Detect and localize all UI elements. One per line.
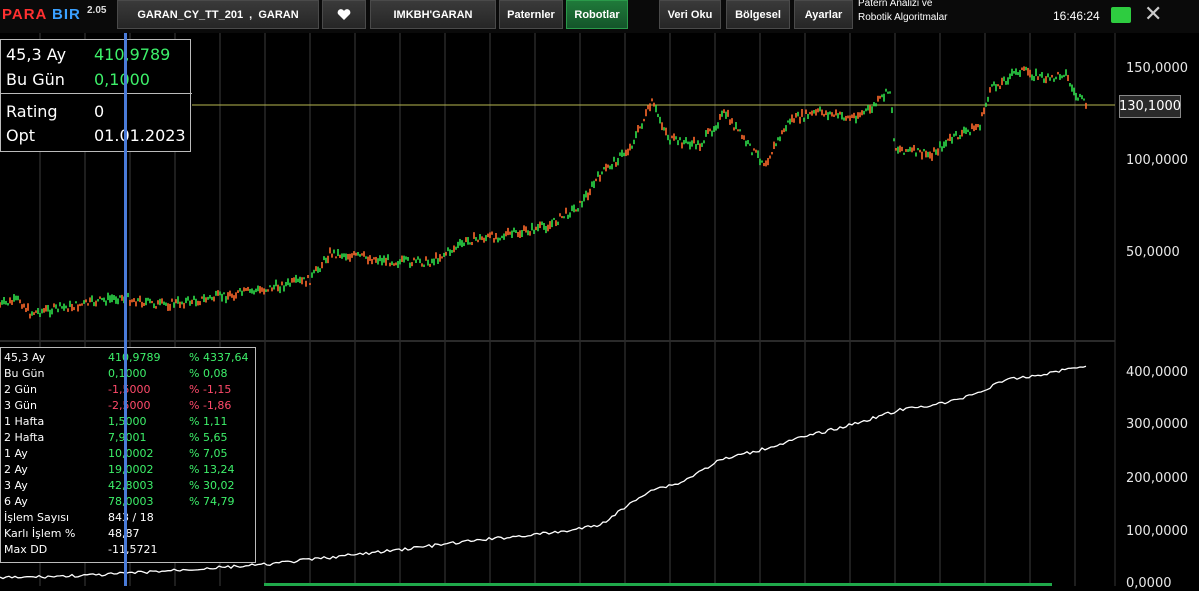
data-source-button[interactable]: IMKBH'GARAN xyxy=(370,0,496,29)
stats-value: 410,9789 xyxy=(108,351,161,364)
opt-label: Opt xyxy=(6,126,36,145)
stats-row: İşlem Sayısı 843 / 18 xyxy=(1,511,257,527)
stats-value: 843 / 18 xyxy=(108,511,154,524)
stats-label: Bu Gün xyxy=(4,367,45,380)
stats-value: 78,0003 xyxy=(108,495,154,508)
instrument-selector-button[interactable]: GARAN_CY_TT_201 , GARAN xyxy=(117,0,319,29)
stats-row: 2 Ay 19,0002 % 13,24 xyxy=(1,463,257,479)
stats-value: -2,5000 xyxy=(108,399,151,412)
top-toolbar: PARA BIR 2.05 GARAN_CY_TT_201 , GARAN IM… xyxy=(0,0,1199,33)
stats-row: 3 Gün -2,5000 % -1,86 xyxy=(1,399,257,415)
stats-row: 6 Ay 78,0003 % 74,79 xyxy=(1,495,257,511)
timeline-progress-bar xyxy=(264,583,1052,586)
price-axis-label: 100,0000 xyxy=(1126,153,1189,168)
stats-row: 3 Ay 42,8003 % 30,02 xyxy=(1,479,257,495)
stats-label: 1 Hafta xyxy=(4,415,45,428)
favorite-button[interactable] xyxy=(322,0,366,29)
summary-divider xyxy=(1,93,192,94)
app-version: 2.05 xyxy=(87,5,107,16)
stats-percent: % 13,24 xyxy=(189,463,235,476)
current-price-tag: 130,1000 xyxy=(1119,95,1181,118)
stats-percent: % 1,11 xyxy=(189,415,228,428)
stats-label: 1 Ay xyxy=(4,447,28,460)
stats-label: 45,3 Ay xyxy=(4,351,46,364)
patterns-button[interactable]: Paternler xyxy=(499,0,563,29)
price-axis-label: 150,0000 xyxy=(1126,61,1189,76)
price-axis-label: 50,0000 xyxy=(1126,245,1180,260)
stats-row: 2 Gün -1,5000 % -1,15 xyxy=(1,383,257,399)
opt-date-value: 01.01.2023 xyxy=(94,126,186,145)
app-tagline: Patern Analizi ve Robotik Algoritmalar xyxy=(858,0,948,23)
equity-axis-label: 300,0000 xyxy=(1126,417,1189,432)
stats-row: 1 Hafta 1,5000 % 1,11 xyxy=(1,415,257,431)
app-logo: PARA BIR xyxy=(2,6,81,23)
stats-value: -11,5721 xyxy=(108,543,158,556)
stats-label: 2 Ay xyxy=(4,463,28,476)
close-icon[interactable]: ✕ xyxy=(1144,1,1163,26)
stats-value: 0,1000 xyxy=(108,367,147,380)
stats-label: Karlı İşlem % xyxy=(4,527,76,540)
stats-label: 2 Hafta xyxy=(4,431,45,444)
rating-label: Rating xyxy=(6,102,58,121)
stats-row: 45,3 Ay 410,9789 % 4337,64 xyxy=(1,351,257,367)
regional-button[interactable]: Bölgesel xyxy=(726,0,790,29)
stats-value: 1,5000 xyxy=(108,415,147,428)
stats-percent: % -1,15 xyxy=(189,383,232,396)
equity-axis-label: 200,0000 xyxy=(1126,471,1189,486)
stats-row: Bu Gün 0,1000 % 0,08 xyxy=(1,367,257,383)
stats-percent: % 5,65 xyxy=(189,431,228,444)
performance-stats-panel: 45,3 Ay 410,9789 % 4337,64 Bu Gün 0,1000 % 0,… xyxy=(0,347,256,563)
stats-label: 3 Gün xyxy=(4,399,37,412)
stats-percent: % 0,08 xyxy=(189,367,228,380)
stats-label: İşlem Sayısı xyxy=(4,511,70,524)
stats-value: 42,8003 xyxy=(108,479,154,492)
price-candles xyxy=(0,66,1087,319)
stats-value: 7,9001 xyxy=(108,431,147,444)
rating-value: 0 xyxy=(94,102,105,121)
stats-percent: % 7,05 xyxy=(189,447,228,460)
stats-value: -1,5000 xyxy=(108,383,151,396)
settings-button[interactable]: Ayarlar xyxy=(794,0,853,29)
stats-label: 6 Ay xyxy=(4,495,28,508)
summary-period-label: 45,3 Ay xyxy=(6,45,67,64)
time-cursor-line[interactable] xyxy=(124,33,127,586)
summary-period-value: 410,9789 xyxy=(94,45,171,64)
robots-button[interactable]: Robotlar xyxy=(566,0,628,29)
stats-row: Max DD -11,5721 xyxy=(1,543,257,559)
stats-percent: % 4337,64 xyxy=(189,351,249,364)
heart-icon xyxy=(337,8,351,20)
stats-value: 19,0002 xyxy=(108,463,154,476)
equity-axis-label: 100,0000 xyxy=(1126,524,1189,539)
read-data-button[interactable]: Veri Oku xyxy=(659,0,721,29)
stats-row: 1 Ay 10,0002 % 7,05 xyxy=(1,447,257,463)
stats-row: 2 Hafta 7,9001 % 5,65 xyxy=(1,431,257,447)
equity-axis-label: 0,0000 xyxy=(1126,576,1172,591)
stats-value: 48,87 xyxy=(108,527,140,540)
stats-percent: % 74,79 xyxy=(189,495,235,508)
stats-label: Max DD xyxy=(4,543,48,556)
clock: 16:46:24 xyxy=(1053,9,1100,23)
summary-today-label: Bu Gün xyxy=(6,70,65,89)
summary-today-value: 0,1000 xyxy=(94,70,150,89)
summary-panel: 45,3 Ay 410,9789 Bu Gün 0,1000 Rating 0 … xyxy=(0,39,192,152)
stats-label: 2 Gün xyxy=(4,383,37,396)
stats-row: Karlı İşlem % 48,87 xyxy=(1,527,257,543)
stats-value: 10,0002 xyxy=(108,447,154,460)
equity-curve xyxy=(0,365,1087,580)
stats-percent: % -1,86 xyxy=(189,399,232,412)
connection-status-indicator xyxy=(1111,7,1131,23)
stats-percent: % 30,02 xyxy=(189,479,235,492)
stats-label: 3 Ay xyxy=(4,479,28,492)
equity-axis-label: 400,0000 xyxy=(1126,365,1189,380)
